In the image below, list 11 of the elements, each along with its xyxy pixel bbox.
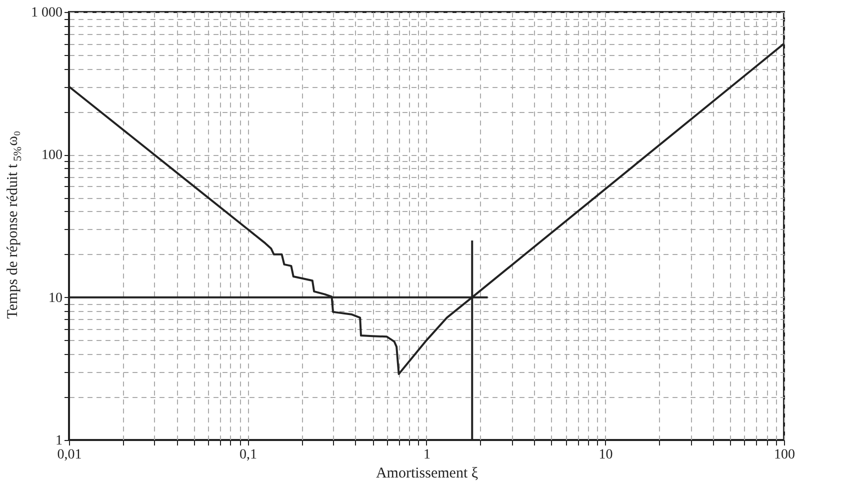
- y-tick-label: 1: [56, 434, 62, 448]
- x-axis-title: Amortissement ξ: [376, 466, 478, 482]
- x-tick-label: 100: [774, 448, 795, 462]
- y-tick-label: 10: [48, 290, 62, 306]
- x-tick-label: 0,01: [57, 448, 82, 462]
- y-tick-label: 100: [42, 148, 62, 164]
- x-tick-label: 1: [424, 448, 430, 462]
- y-axis-title: Temps de réponse réduit t5%ω₀: [5, 130, 24, 319]
- y-tick-label: 1 000: [31, 6, 62, 20]
- x-tick-label: 10: [598, 448, 613, 462]
- x-tick-label: 0,1: [240, 448, 257, 462]
